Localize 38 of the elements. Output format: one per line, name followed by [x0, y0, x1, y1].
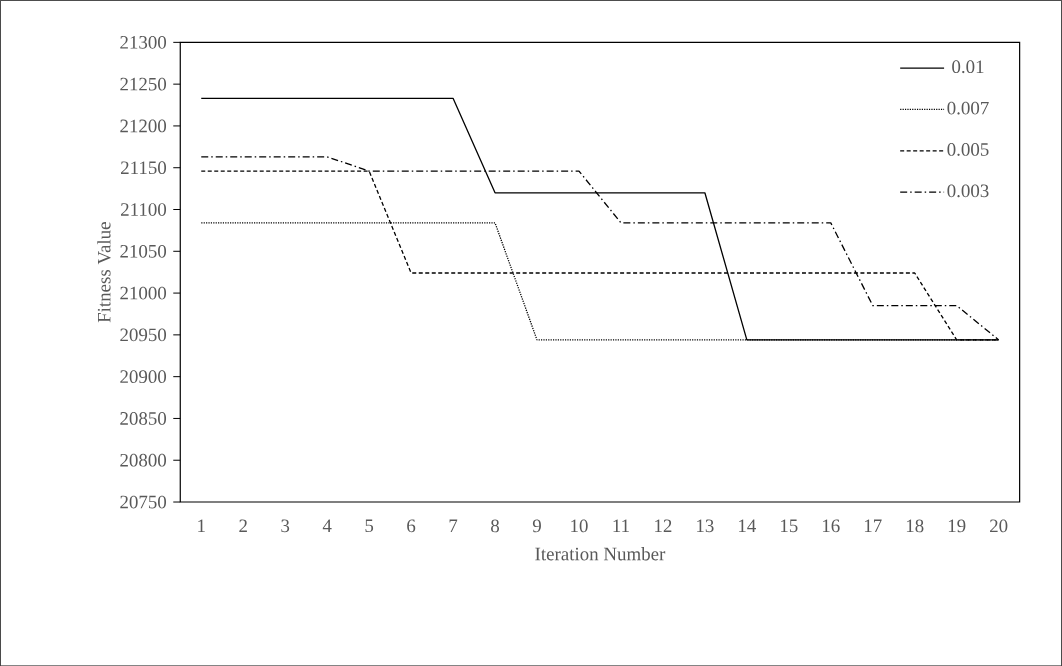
- x-tick-label: 11: [613, 519, 629, 532]
- x-tick-label: 15: [781, 519, 798, 533]
- y-tick-label: 21200: [120, 119, 167, 133]
- legend-label: 0.005: [947, 142, 989, 156]
- y-tick-label: 21250: [120, 77, 167, 91]
- legend-label: 0.01: [952, 60, 984, 74]
- y-tick-label: 20850: [120, 411, 167, 425]
- x-tick-label: 16: [822, 519, 840, 533]
- x-tick-label: 10: [571, 519, 588, 533]
- x-tick-label: 2: [239, 519, 247, 532]
- y-tick-label: 21050: [120, 244, 167, 258]
- legend-label: 0.007: [947, 101, 989, 115]
- x-tick-label: 6: [407, 519, 416, 533]
- legend-label: 0.003: [947, 184, 989, 198]
- x-tick-label: 8: [491, 519, 500, 533]
- y-tick-label: 20900: [120, 370, 167, 383]
- x-tick-label: 18: [906, 519, 924, 533]
- y-tick-label: 21100: [121, 203, 167, 216]
- x-tick-label: 19: [948, 519, 966, 533]
- y-axis-title: Fitness Value: [97, 221, 111, 323]
- x-tick-label: 20: [990, 519, 1008, 533]
- x-tick-label: 12: [655, 519, 672, 532]
- x-axis-title: Iteration Number: [535, 546, 666, 561]
- x-tick-label: 3: [281, 519, 290, 533]
- x-tick-label: 14: [739, 519, 757, 532]
- x-tick-label: 5: [365, 519, 374, 532]
- x-tick-label: 7: [449, 519, 458, 532]
- x-tick-label: 17: [864, 519, 882, 532]
- y-tick-label: 21300: [120, 35, 167, 49]
- y-tick-label: 20800: [120, 453, 167, 467]
- x-tick-label: 9: [532, 519, 541, 533]
- x-tick-label: 1: [198, 519, 205, 532]
- y-tick-label: 21150: [121, 161, 167, 174]
- y-tick-label: 20950: [120, 328, 167, 342]
- y-tick-label: 20750: [120, 495, 167, 509]
- x-tick-label: 4: [322, 519, 332, 532]
- y-tick-label: 21000: [120, 286, 167, 300]
- x-tick-label: 13: [697, 519, 714, 533]
